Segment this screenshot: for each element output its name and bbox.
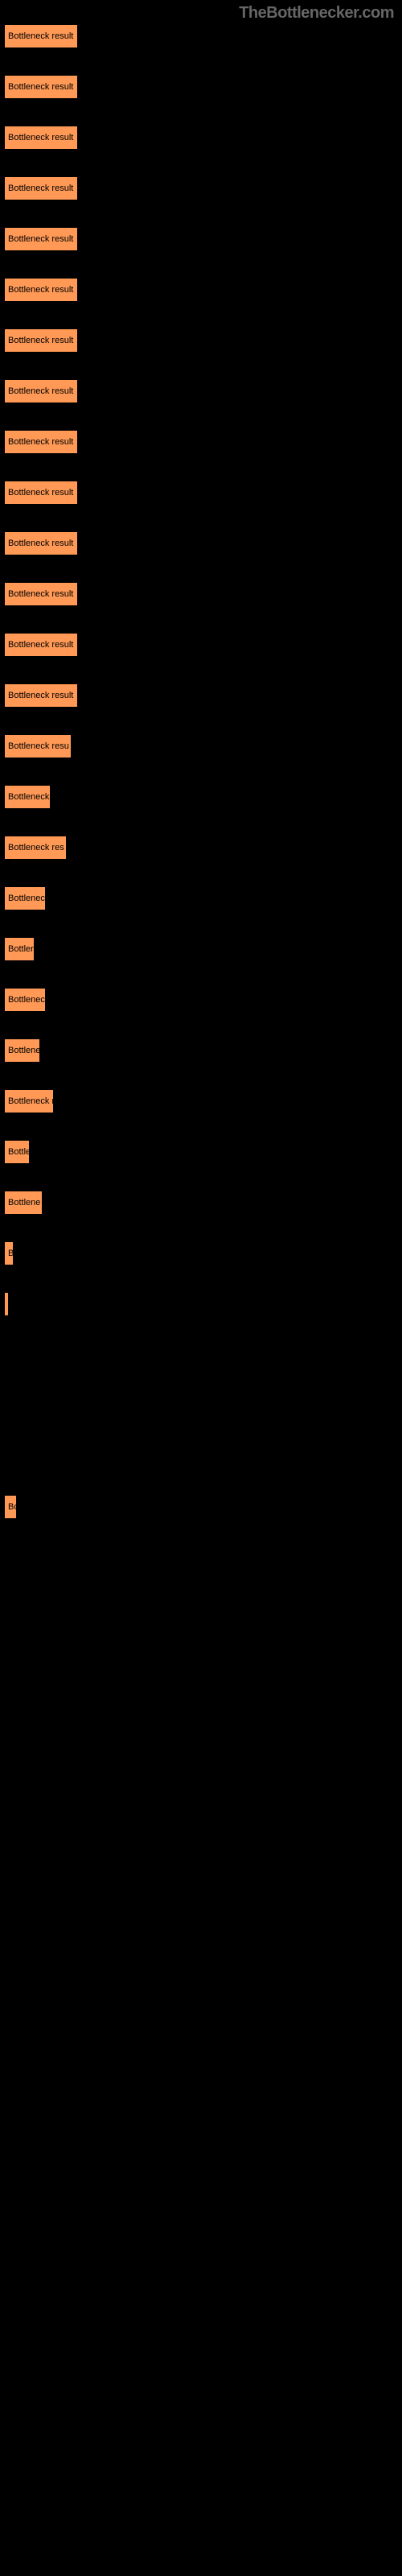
bar: Bottleneck result bbox=[4, 633, 78, 657]
bar: Bottleneck result bbox=[4, 176, 78, 200]
bar-row bbox=[4, 1393, 402, 1418]
bar-row: Bottleneck result bbox=[4, 430, 402, 454]
bar-row: Bottleneck res bbox=[4, 836, 402, 860]
bar: Bottleneck result bbox=[4, 126, 78, 150]
bar-row: Bottle bbox=[4, 1140, 402, 1164]
bar: Bottleneck result bbox=[4, 430, 78, 454]
bar: Bottleneck result bbox=[4, 379, 78, 403]
bar: Bottleneck result bbox=[4, 75, 78, 99]
bar: Bo bbox=[4, 1495, 17, 1519]
watermark: TheBottlenecker.com bbox=[239, 4, 394, 23]
bar-row: Bottleneck result bbox=[4, 75, 402, 99]
bar-row: Bottleneck result bbox=[4, 633, 402, 657]
bar-row: B bbox=[4, 1241, 402, 1265]
bar: Bottleneck result bbox=[4, 683, 78, 708]
bar-row: Bottleneck result bbox=[4, 379, 402, 403]
bar: Bottlen bbox=[4, 937, 35, 961]
bar: Bottleneck bbox=[4, 988, 46, 1012]
bar-row: Bottlene bbox=[4, 1038, 402, 1063]
bar: Bottleneck bbox=[4, 785, 51, 809]
bar: B bbox=[4, 1241, 14, 1265]
bar-row: Bottleneck result bbox=[4, 227, 402, 251]
bar-row: Bottleneck r bbox=[4, 1089, 402, 1113]
bar: Bottleneck r bbox=[4, 1089, 54, 1113]
bar: Bottleneck res bbox=[4, 836, 67, 860]
bar-row bbox=[4, 1343, 402, 1367]
bar: Bottleneck result bbox=[4, 531, 78, 555]
bar: Bottlene bbox=[4, 1191, 43, 1215]
bar-row: Bottleneck result bbox=[4, 328, 402, 353]
bar-row: Bottleneck result bbox=[4, 24, 402, 48]
bar bbox=[4, 1292, 9, 1316]
bar: Bottleneck bbox=[4, 886, 46, 910]
bar-row bbox=[4, 1444, 402, 1468]
bar-row: Bottlen bbox=[4, 937, 402, 961]
chart-container: Bottleneck result Bottleneck result Bottle… bbox=[0, 0, 402, 1519]
bar: Bottlene bbox=[4, 1038, 40, 1063]
bar: Bottle bbox=[4, 1140, 30, 1164]
bar-row: Bottleneck result bbox=[4, 683, 402, 708]
bar: Bottleneck result bbox=[4, 278, 78, 302]
bar-row: Bottleneck bbox=[4, 886, 402, 910]
bar-row: Bottleneck bbox=[4, 785, 402, 809]
bar: Bottleneck result bbox=[4, 227, 78, 251]
bar: Bottleneck result bbox=[4, 24, 78, 48]
bar: Bottleneck result bbox=[4, 481, 78, 505]
bar: Bottleneck resu bbox=[4, 734, 72, 758]
bar-row: Bottleneck result bbox=[4, 126, 402, 150]
bar-row: Bottleneck result bbox=[4, 582, 402, 606]
bar-row: Bottleneck result bbox=[4, 481, 402, 505]
bar-row: Bottlene bbox=[4, 1191, 402, 1215]
bar: Bottleneck result bbox=[4, 328, 78, 353]
bar-row: Bo bbox=[4, 1495, 402, 1519]
bar-row bbox=[4, 1292, 402, 1316]
bar: Bottleneck result bbox=[4, 582, 78, 606]
bar-row: Bottleneck resu bbox=[4, 734, 402, 758]
bar-row: Bottleneck bbox=[4, 988, 402, 1012]
bar-row: Bottleneck result bbox=[4, 176, 402, 200]
bar-row: Bottleneck result bbox=[4, 531, 402, 555]
bar-row: Bottleneck result bbox=[4, 278, 402, 302]
